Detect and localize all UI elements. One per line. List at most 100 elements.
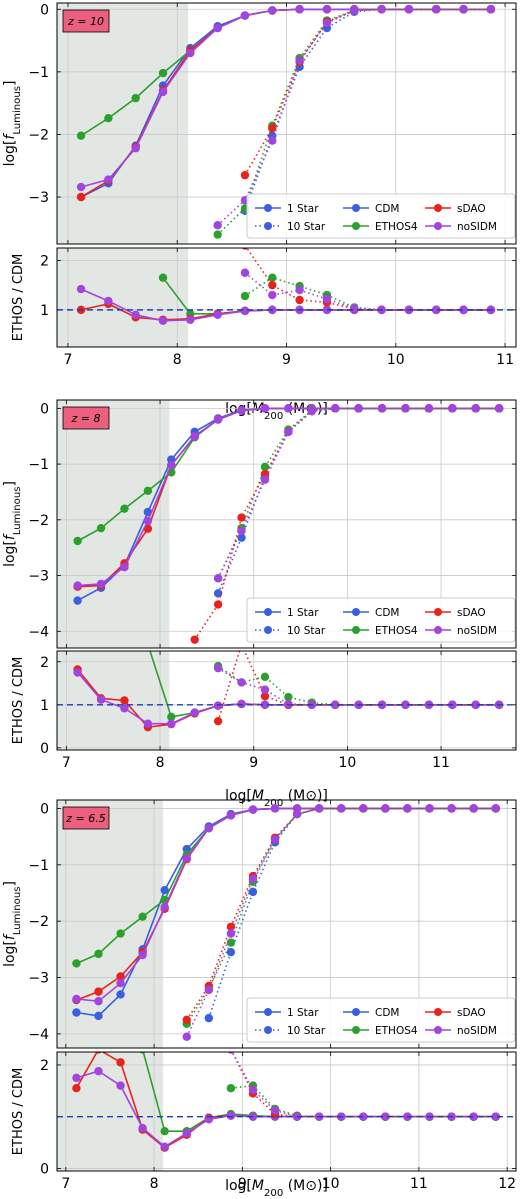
data-point-noSIDM — [314, 804, 324, 813]
ratio-axis-label: ETHOS / CDM — [11, 1068, 26, 1155]
data-point-CDM — [160, 885, 169, 895]
series-line-noSIDM-10star — [186, 807, 496, 1038]
y-tick-label: −3 — [28, 569, 49, 585]
data-point-ETHOS4 — [260, 672, 270, 682]
data-point-noSIDM — [424, 404, 434, 413]
x-tick-label: 11 — [496, 352, 514, 368]
data-point-noSIDM — [213, 701, 223, 710]
y-axis-label: log[fLuminous] — [2, 881, 23, 967]
data-point-noSIDM — [182, 1129, 191, 1138]
x-tick-label: 10 — [338, 755, 356, 771]
y-tick-label: 1 — [40, 698, 49, 714]
data-point-noSIDM — [167, 719, 176, 728]
legend-marker — [264, 1008, 272, 1016]
legend-marker-CDM — [352, 1008, 360, 1016]
data-point-ETHOS4 — [72, 959, 81, 968]
data-point-noSIDM — [270, 804, 280, 813]
data-point-noSIDM — [72, 994, 81, 1004]
series-line-ETHOS4-10star — [217, 8, 491, 236]
legend-box — [246, 193, 516, 239]
data-point-noSIDM — [432, 5, 441, 14]
data-point-noSIDM — [350, 304, 359, 313]
data-point-sDAO — [268, 123, 277, 133]
data-point-noSIDM — [491, 1112, 500, 1121]
data-point-sDAO — [237, 513, 246, 522]
data-point-ETHOS4 — [240, 291, 250, 301]
legend-marker — [264, 626, 272, 634]
y-tick-label: −2 — [28, 513, 49, 529]
data-point-noSIDM — [76, 182, 86, 192]
y-tick-label: 0 — [40, 2, 49, 18]
legend-box — [246, 997, 516, 1043]
data-point-noSIDM — [190, 432, 199, 441]
data-point-sDAO — [213, 716, 223, 726]
series-line-ETHOS4-10star — [217, 665, 500, 706]
y-tick-label: −4 — [28, 624, 49, 640]
legend-marker — [264, 608, 272, 616]
data-point-noSIDM — [331, 700, 340, 710]
ratio-axis-label: ETHOS / CDM — [11, 254, 26, 341]
series-group — [72, 804, 500, 1041]
data-point-noSIDM — [73, 581, 82, 590]
resolution-shade — [57, 1052, 163, 1171]
data-point-noSIDM — [491, 804, 500, 813]
series-line-CDM-10star — [244, 8, 491, 212]
data-point-sDAO — [190, 635, 199, 644]
data-point-noSIDM — [322, 5, 332, 14]
data-point-noSIDM — [248, 874, 258, 884]
y-tick-label: 0 — [40, 1161, 49, 1177]
data-point-noSIDM — [213, 310, 222, 320]
data-point-noSIDM — [260, 475, 270, 484]
data-point-noSIDM — [469, 804, 478, 813]
legend-marker-noSIDM — [434, 1026, 442, 1034]
x-tick-label: 10 — [387, 352, 405, 368]
x-tick-label: 12 — [498, 1176, 516, 1192]
data-point-noSIDM — [94, 1066, 103, 1076]
y-tick-label: 0 — [40, 801, 49, 817]
y-tick-label: 2 — [40, 655, 49, 671]
data-point-noSIDM — [359, 1112, 368, 1121]
resolution-shade — [57, 400, 170, 648]
data-point-noSIDM — [226, 1111, 236, 1120]
data-point-noSIDM — [96, 695, 106, 704]
data-point-ETHOS4 — [158, 273, 168, 282]
data-point-noSIDM — [425, 804, 434, 813]
data-point-ETHOS4 — [268, 273, 277, 282]
data-point-noSIDM — [284, 699, 293, 709]
legend-label-sDAO: sDAO — [457, 1007, 486, 1019]
data-point-ETHOS4 — [94, 949, 103, 959]
data-point-noSIDM — [96, 579, 106, 589]
series-line-sDAO-10star — [245, 248, 491, 311]
legend-label: 1 Star — [287, 1007, 319, 1019]
ratio-axis-label: ETHOS / CDM — [11, 657, 26, 744]
y-tick-label: 0 — [40, 401, 49, 417]
data-point-noSIDM — [73, 668, 82, 677]
ratio-frame — [56, 247, 517, 348]
panel-3: 0 −1 −2 −3 −4 1 Star 10 Star CDM ETHOS4 sDAO noSID… — [2, 799, 517, 1199]
data-point-ETHOS4 — [73, 536, 82, 546]
series-group — [73, 404, 504, 644]
data-point-noSIDM — [404, 5, 414, 14]
resolution-shade — [57, 248, 189, 347]
data-point-noSIDM — [381, 1112, 390, 1121]
y-tick-label: 2 — [40, 1058, 49, 1074]
series-line-noSIDM-10star — [231, 1052, 496, 1118]
data-point-ETHOS4 — [158, 68, 168, 78]
data-point-ETHOS4 — [120, 504, 129, 513]
y-tick-label: −4 — [28, 1027, 49, 1043]
legend-label-CDM: CDM — [375, 203, 399, 215]
x-axis-label: log[M200 (M⊙)] — [225, 401, 328, 422]
data-point-noSIDM — [284, 427, 293, 436]
redshift-label: z = 6.5 — [65, 812, 105, 825]
redshift-label-box — [62, 406, 110, 430]
data-point-noSIDM — [268, 136, 277, 145]
series-line-noSIDM-10star — [217, 8, 491, 226]
data-point-noSIDM — [248, 805, 258, 814]
data-point-noSIDM — [260, 685, 270, 694]
ratio-frame — [56, 650, 517, 751]
series-line-CDM-10star — [217, 407, 500, 594]
data-point-noSIDM — [182, 853, 191, 863]
data-point-noSIDM — [120, 562, 129, 572]
data-point-sDAO — [213, 600, 223, 609]
data-point-noSIDM — [72, 1073, 81, 1083]
